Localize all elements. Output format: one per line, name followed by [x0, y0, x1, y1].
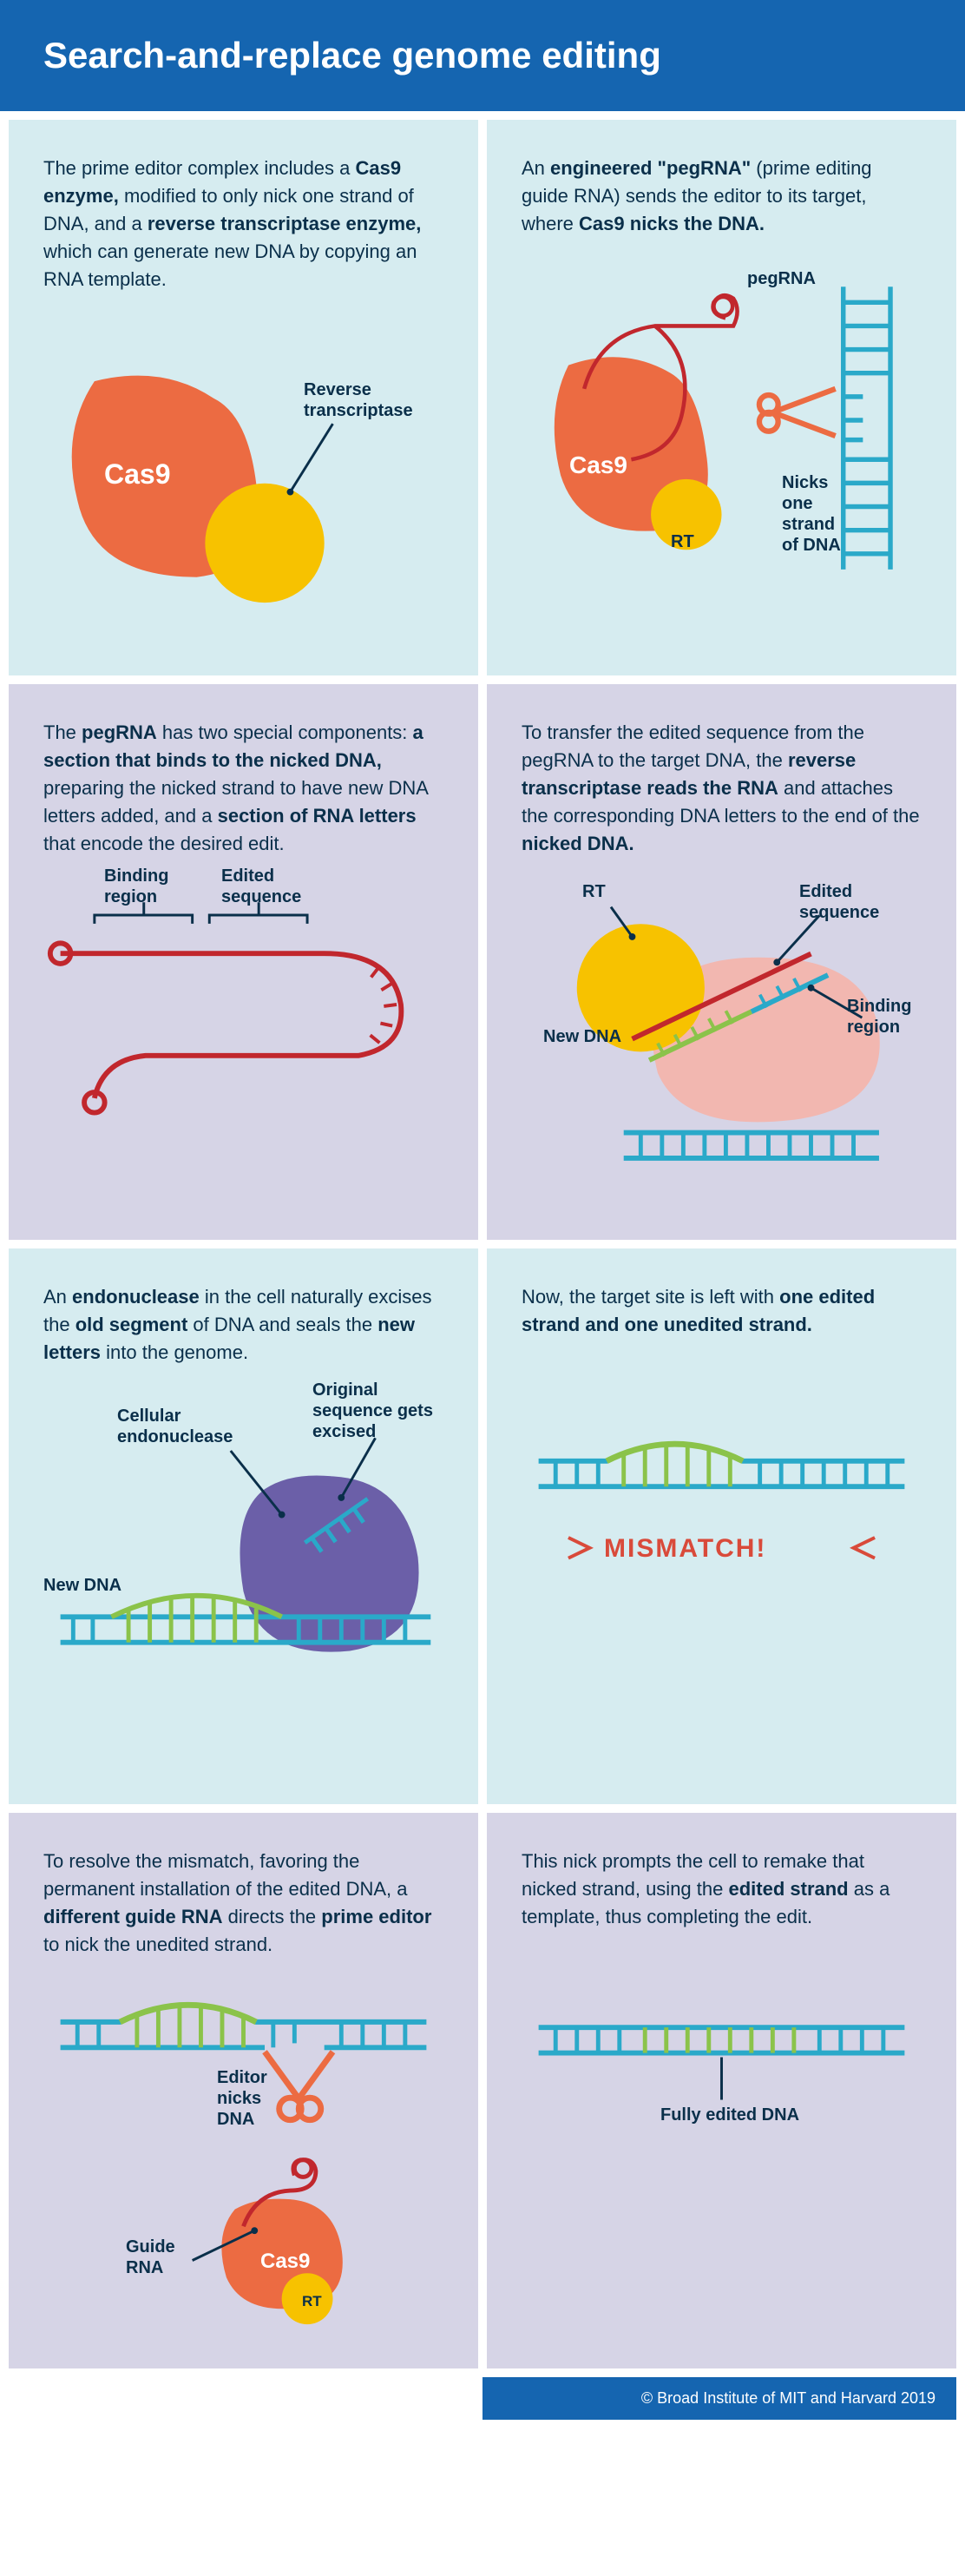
panel-8-text: This nick prompts the cell to remake tha… [522, 1848, 922, 1931]
panel-4-text: To transfer the edited sequence from the… [522, 719, 922, 857]
panel-3-text: The pegRNA has two special components: a… [43, 719, 443, 857]
rt-label-7: RT [302, 2293, 322, 2310]
panel-5-text: An endonuclease in the cell naturally ex… [43, 1283, 443, 1367]
edited-label: Edited sequence [221, 866, 317, 907]
nicks-label: Nicks one strand of DNA [782, 472, 851, 556]
rt-label-4: RT [582, 881, 606, 902]
panel-6-diagram: MISMATCH! [522, 1356, 922, 1634]
page-title: Search-and-replace genome editing [0, 0, 965, 111]
endo-label: Cellular endonuclease [117, 1406, 247, 1447]
panel-4-diagram: RT Edited sequence New DNA Binding regio… [522, 874, 922, 1169]
binding-label-4: Binding region [847, 996, 925, 1038]
panel-7-diagram: Editor nicks DNA Guide RNA Cas9 RT [43, 1976, 443, 2323]
guide-label: Guide RNA [126, 2237, 195, 2278]
panel-3-diagram: Binding region Edited sequence [43, 874, 443, 1135]
newdna-label-5: New DNA [43, 1575, 139, 1596]
panel-6: Now, the target site is left with one ed… [487, 1248, 956, 1804]
panel-2-diagram: pegRNA Cas9 RT Nicks one strand of DNA [522, 255, 922, 585]
panel-1-diagram: Cas9 Reverse transcriptase [43, 310, 443, 640]
fully-label: Fully edited DNA [660, 2105, 799, 2125]
excised-label: Original sequence gets excised [312, 1380, 434, 1442]
panel-4: To transfer the edited sequence from the… [487, 684, 956, 1240]
panel-8-diagram: Fully edited DNA [522, 1948, 922, 2209]
cas9-label-7: Cas9 [260, 2250, 310, 2275]
rt-label-2: RT [671, 531, 694, 552]
panel-2-text: An engineered "pegRNA" (prime editing gu… [522, 155, 922, 238]
panel-5-diagram: Cellular endonuclease Original sequence … [43, 1384, 443, 1696]
panel-7: To resolve the mismatch, favoring the pe… [9, 1813, 478, 2368]
binding-label: Binding region [104, 866, 191, 907]
rt-label: Reverse transcriptase [304, 379, 425, 421]
panel-7-text: To resolve the mismatch, favoring the pe… [43, 1848, 443, 1959]
panel-1: The prime editor complex includes a Cas9… [9, 120, 478, 675]
cas9-label-2: Cas9 [569, 451, 627, 480]
panel-5: An endonuclease in the cell naturally ex… [9, 1248, 478, 1804]
panel-grid: The prime editor complex includes a Cas9… [0, 111, 965, 2368]
panel-6-text: Now, the target site is left with one ed… [522, 1283, 922, 1339]
pegrna-label: pegRNA [747, 268, 816, 289]
panel-3: The pegRNA has two special components: a… [9, 684, 478, 1240]
mismatch-label: MISMATCH! [604, 1534, 766, 1564]
panel-8: This nick prompts the cell to remake tha… [487, 1813, 956, 2368]
nicks-label-7: Editor nicks DNA [217, 2067, 286, 2130]
cas9-label: Cas9 [104, 458, 171, 491]
panel-2: An engineered "pegRNA" (prime editing gu… [487, 120, 956, 675]
panel-1-text: The prime editor complex includes a Cas9… [43, 155, 443, 293]
edited-label-4: Edited sequence [799, 881, 895, 923]
footer-credit: © Broad Institute of MIT and Harvard 201… [482, 2377, 956, 2420]
newdna-label-4: New DNA [543, 1026, 630, 1047]
